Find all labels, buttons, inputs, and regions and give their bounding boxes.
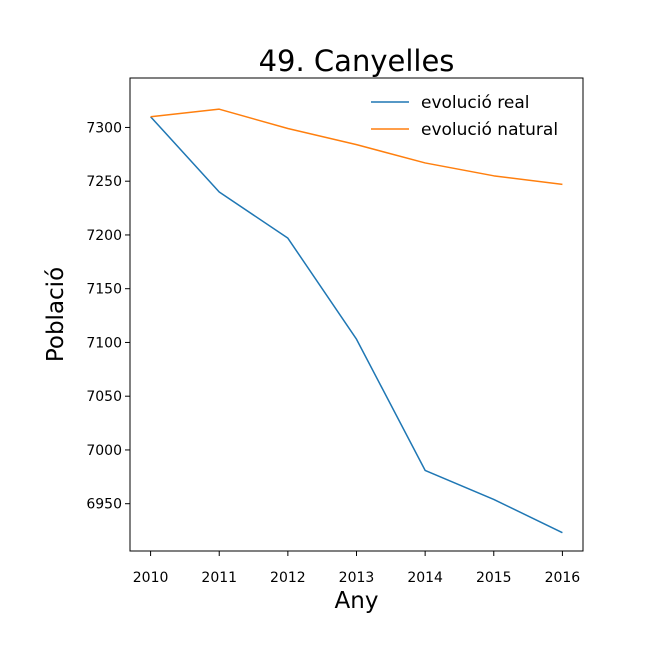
- y-tick-label: 7100: [86, 335, 122, 351]
- x-axis-label: Any: [335, 588, 379, 614]
- series-group: [150, 108, 563, 534]
- y-tick-label: 6950: [86, 497, 122, 513]
- x-tick-label: 2011: [201, 570, 237, 586]
- y-tick-label: 7150: [86, 282, 122, 298]
- y-tick-label: 7300: [86, 120, 122, 136]
- y-tick-label: 7000: [86, 443, 122, 459]
- y-tick-label: 7250: [86, 174, 122, 190]
- x-tick-label: 2014: [407, 570, 443, 586]
- y-axis-label: Població: [43, 267, 69, 362]
- legend-label: evolució natural: [421, 120, 558, 140]
- x-tick-label: 2016: [545, 570, 581, 586]
- legend-label: evolució real: [421, 93, 530, 113]
- series-line-evolucio-real: [150, 116, 563, 534]
- y-tick-label: 7050: [86, 389, 122, 405]
- x-tick-label: 2010: [133, 570, 169, 586]
- x-axis: 2010 2011 2012 2013 2014 2015 2016: [133, 551, 581, 586]
- x-tick-label: 2013: [339, 570, 375, 586]
- y-axis: 6950 7000 7050 7100 7150 7200 7250 7300: [86, 120, 130, 513]
- x-tick-label: 2015: [476, 570, 512, 586]
- series-line-evolucio-natural: [150, 108, 563, 186]
- x-tick-label: 2012: [270, 570, 306, 586]
- plot-area: [129, 77, 584, 552]
- legend: evolució real evolució natural: [371, 93, 558, 140]
- y-tick-label: 7200: [86, 228, 122, 244]
- chart-title: 49. Canyelles: [259, 44, 455, 78]
